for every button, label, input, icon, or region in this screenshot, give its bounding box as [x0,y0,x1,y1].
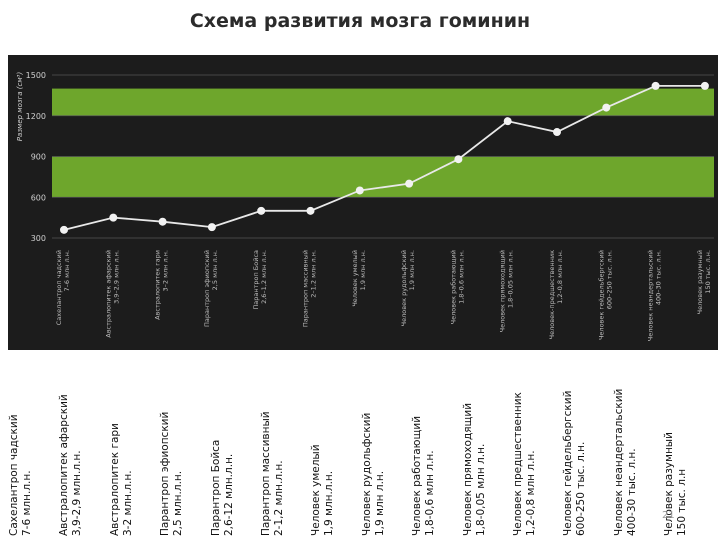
series-line [63,84,705,231]
category-date: 400-30 тыс. л.н. [625,448,638,536]
category-date: 1,9 млн.л.н. [323,470,336,536]
category-name: Парантроп эфиопский [159,411,172,536]
category-label: Человек неандертальский 400-30 тыс. л.н. [613,389,639,536]
category-label: Человек рудольфский 1,9 млн л.н. [361,413,387,536]
category-label: Парантроп массивный 2-1,2 млн.л.н. [260,411,286,536]
category-label: Человек гейдельбергский 600-250 тыс. л.н. [562,391,588,536]
data-point [405,179,414,188]
data-point [651,81,660,90]
category-name: Человек гейдельбергский [562,390,575,536]
y-axis-label: Размер мозга (см³) [16,72,24,142]
category-date: 2-1,2 млн.л.н. [273,460,285,536]
y-tick-label: 1200 [26,112,46,121]
category-date: 1,8-0,6 млн л.н. [424,450,437,536]
category-label: Парантроп эфиопский 2,5 млн.л.н. [159,412,185,536]
inner-species-label: Человек прямоходящий1,8–0,05 млн л.н. [499,250,515,332]
inner-species-label: Человек-предшественник1,2–0,8 млн л.н. [548,250,564,339]
y-tick-label: 1500 [26,71,46,80]
data-point [306,206,315,215]
inner-species-label: Парантроп массивный2–1,2 млн л.н. [302,250,318,327]
inner-species-label: Сахелантроп чадский7–6 млн л.н. [55,250,71,325]
y-tick-label: 600 [31,193,46,202]
category-date: 1,2-0,8 млн л.н. [525,450,537,536]
inner-species-label: Человек неандертальский400–30 тыс. л.н. [647,250,663,341]
chart-band-1 [52,88,714,116]
category-date: 1,9 млн л.н. [373,470,386,536]
chart-band-0 [52,156,714,198]
inner-species-label: Парантроп эфиопский2,5 млн л.н. [203,250,219,327]
inner-species-label: Человек умелый1,9 млн л.н. [351,250,367,307]
category-label: Австралопитек гари 3-2 млн.л.н. [109,423,135,536]
data-point [553,128,561,137]
inner-species-label: Австралопитек гари3–2 млн л.н. [154,250,170,320]
inner-species-label: Австралопитек афарский3,9–2,9 млн л.н. [104,250,120,338]
category-label: Парантроп Бойса 2,6-12 млн.л.н. [210,440,236,536]
inner-species-label: Парантроп Бойса2,6–1,2 млн л.н. [252,250,268,310]
category-label: Человек прямоходящий 1,8-0,05 млн л.н. [462,403,488,536]
page-title: Схема развития мозга гоминин [189,10,531,32]
category-date: 2,6-12 млн.л.н. [222,453,235,536]
data-point [503,117,512,126]
category-name: Австралопитек афарский [58,394,71,536]
category-date: 3,9-2,9 млн.л.н. [71,450,84,536]
category-label: Человек работающий 1,8-0,6 млн л.н. [411,416,437,536]
data-point [60,225,68,234]
data-point [700,81,709,90]
data-point [602,103,611,112]
data-point [355,186,364,195]
inner-species-label: Человек разумный150 тыс. л.н. [696,250,712,314]
species-labels: Сахелантроп чадский 7-6 млн.л.н. Австралоп… [0,350,720,540]
category-date: 7-6 млн.л.н. [21,470,33,536]
category-name: Человек рудольфский [360,412,373,536]
category-label: Сахелантроп чадский 7-6 млн.л.н. [8,414,34,536]
y-tick-label: 900 [31,153,46,162]
category-date: 2,5 млн.л.н. [172,470,185,536]
category-name: Парантроп Бойса [209,439,222,536]
category-name: Парантроп массивный [260,411,272,536]
category-name: Человек умелый [310,444,323,536]
category-date: 150 тыс. л.н [676,468,689,536]
category-date: 600-250 тыс. л.н. [575,441,588,536]
category-name: Человек работающий [411,415,424,536]
data-point [257,206,266,215]
category-name: Австралопитек гари [108,423,121,536]
category-label: Человек предшественник 1,2-0,8 млн л.н. [512,392,538,536]
data-point [158,217,167,226]
inner-species-label: Человек гейдельбергский600–250 тыс. л.н. [597,250,613,340]
category-name: Человек прямоходящий [461,402,474,536]
y-tick-label: 300 [31,234,46,243]
category-name: Сахелантроп чадский [8,414,20,536]
category-name: Человек неандертальский [612,388,625,536]
inner-species-label: Человек рудольфский1,9 млн л.н. [400,250,416,326]
category-date: 1,8-0,05 млн л.н. [474,443,487,536]
category-name: Человек предшественник [512,392,524,536]
brain-size-chart: 300 600 900 1200 1500 Размер мозга (см³) Сахел… [8,55,718,350]
data-point [109,213,118,222]
data-point [454,155,463,164]
category-label: Австралопитек афарский 3,9-2,9 млн.л.н. [58,394,84,536]
data-point [207,223,216,232]
page-number: 21 [662,510,675,521]
category-label: Человек умелый 1,9 млн.л.н. [310,444,336,536]
category-date: 3-2 млн.л.н. [121,470,134,536]
inner-species-label: Человек работающий1,8–0,6 млн л.н. [449,250,465,324]
